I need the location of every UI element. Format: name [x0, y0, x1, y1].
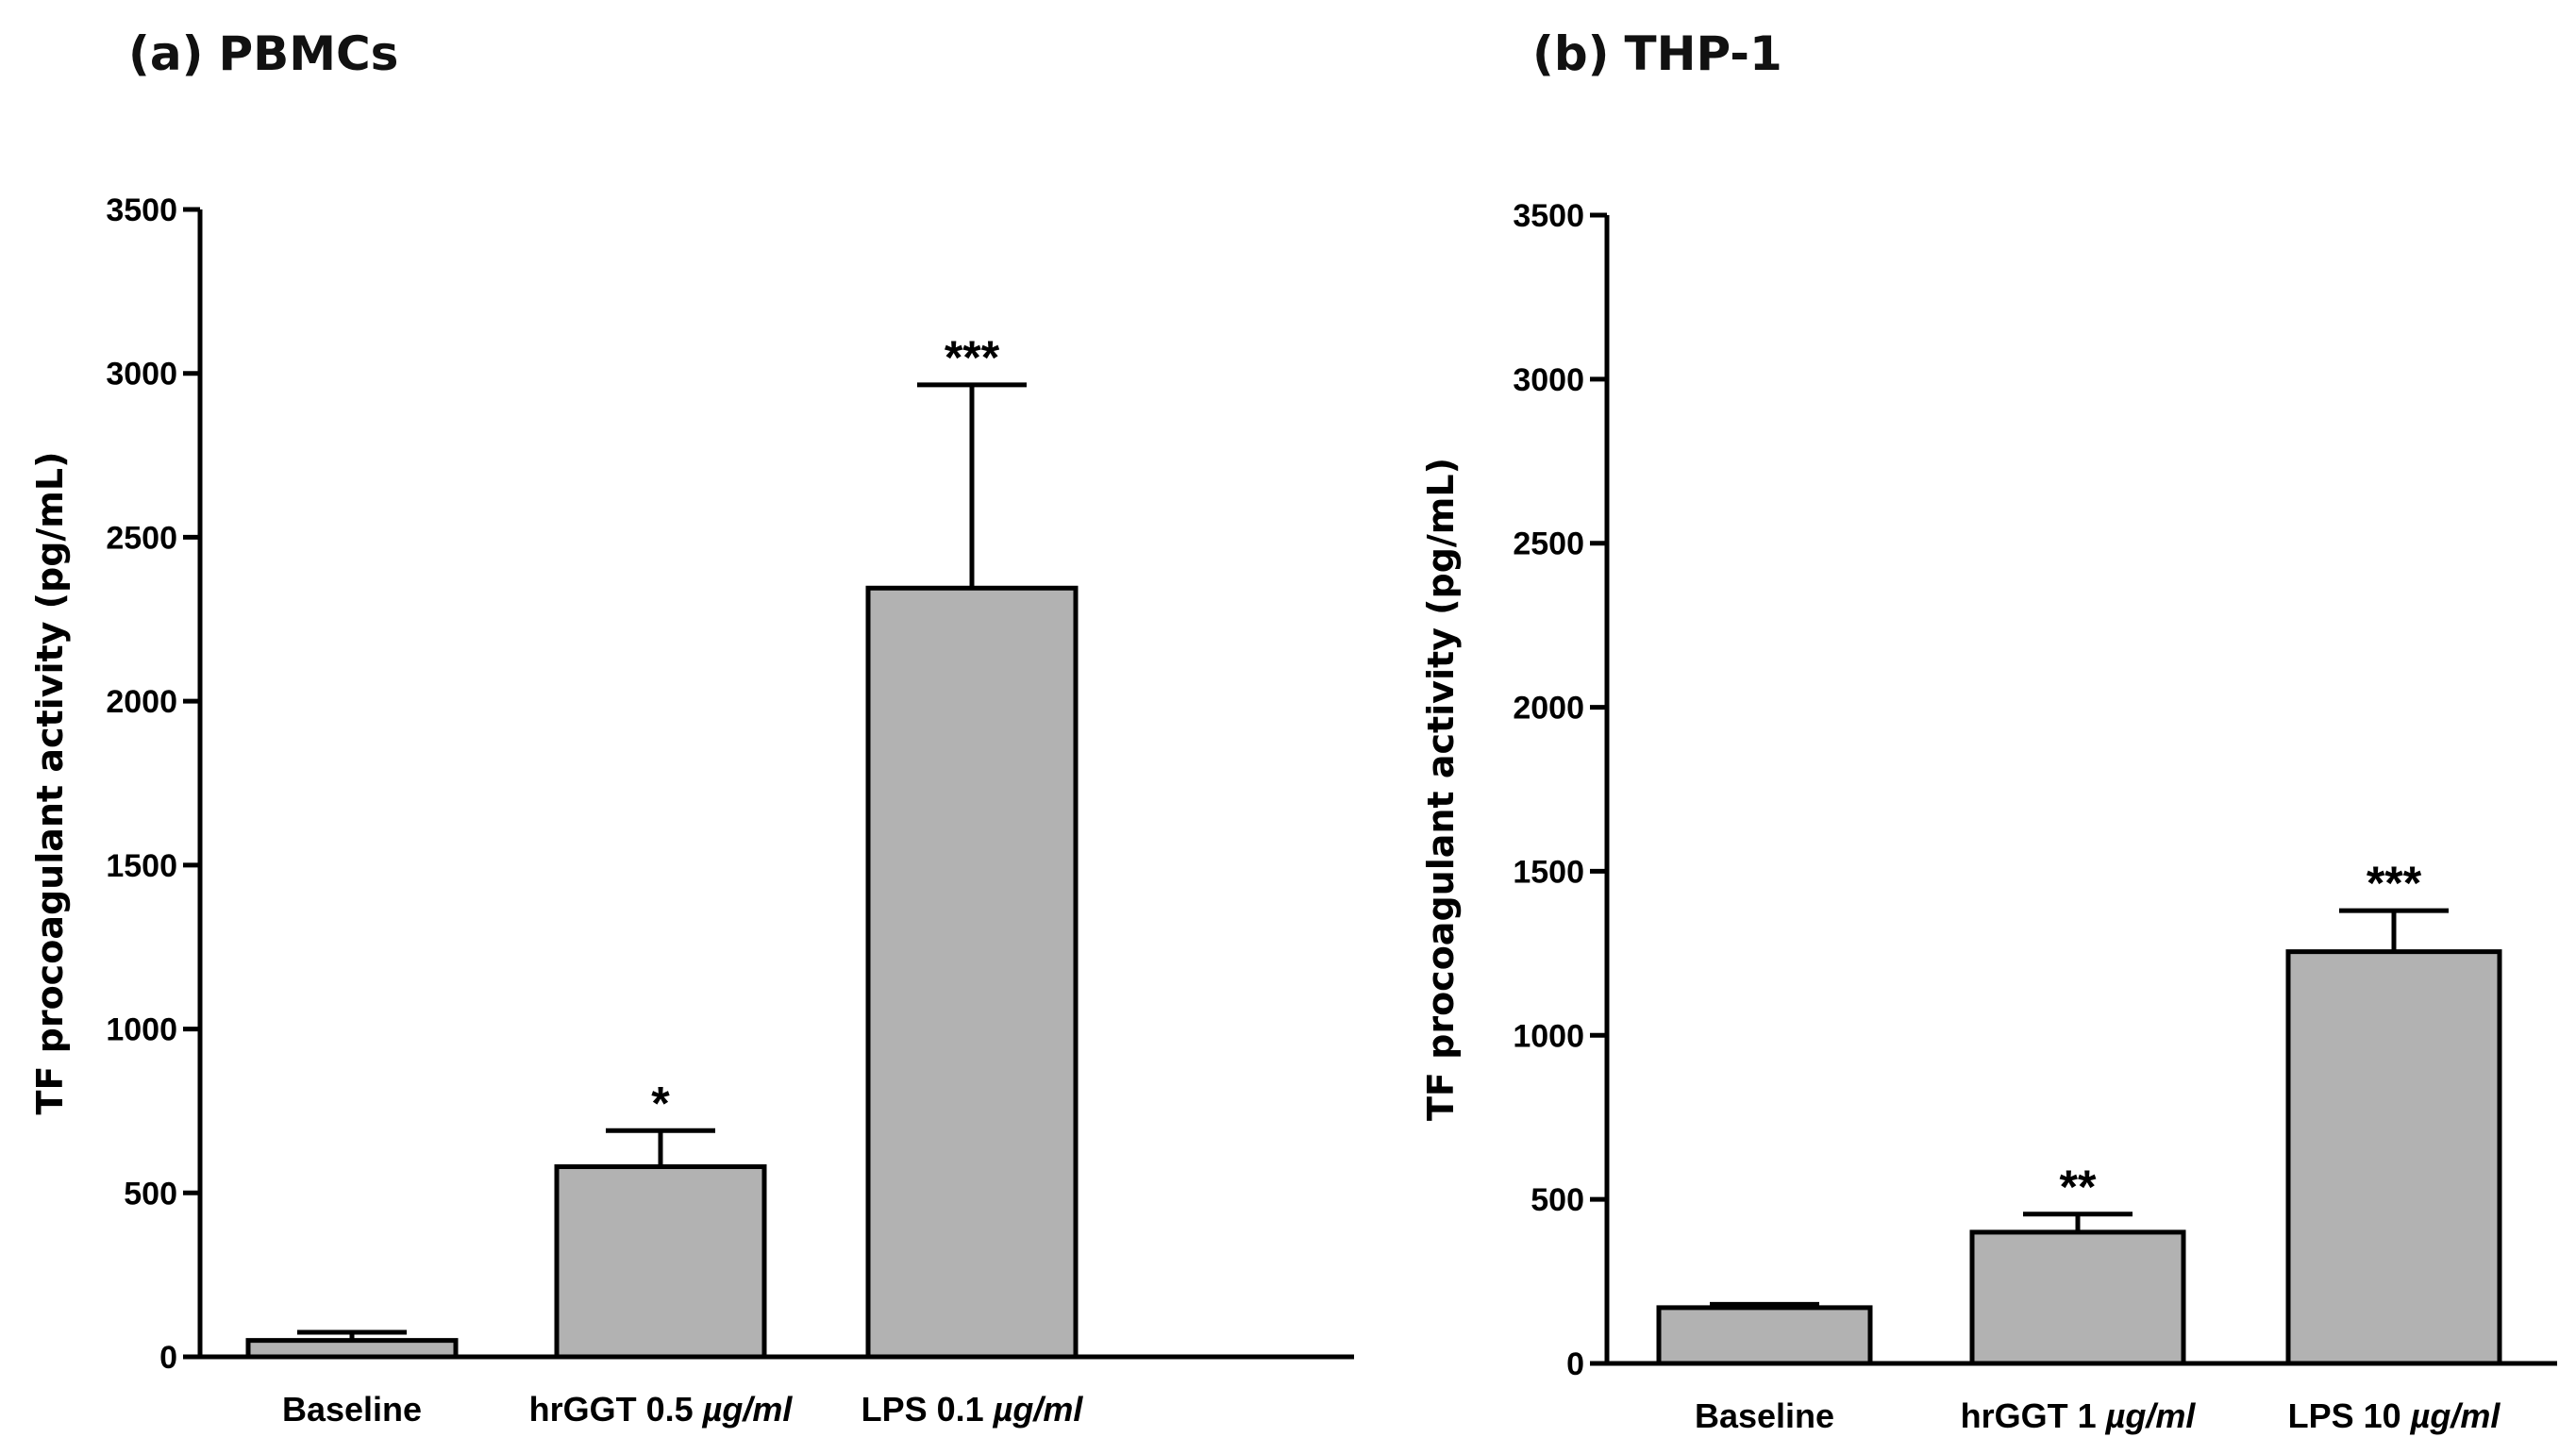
significance-marker: *** — [945, 331, 1000, 384]
y-tick-label: 3000 — [106, 357, 177, 393]
category-unit: µg/ml — [2410, 1396, 2501, 1435]
y-tick-label: 1500 — [1513, 854, 1584, 890]
bar-hrggt-0-5 — [554, 1163, 767, 1360]
chart-panel-a: 0 500 1000 1500 2000 2500 3000 3500 TF procoagul… — [29, 192, 1354, 1429]
significance-marker: *** — [2367, 857, 2422, 910]
y-tick-label: 3500 — [106, 192, 177, 228]
y-tick-label: 500 — [124, 1176, 177, 1212]
y-tick-label: 0 — [1566, 1346, 1584, 1382]
panel-a-title: (a) PBMCs — [128, 26, 398, 81]
x-category-label: LPS 10 µg/ml — [2288, 1396, 2501, 1435]
category-name: Baseline — [282, 1390, 422, 1429]
y-tick-label: 2000 — [106, 684, 177, 720]
x-category-label: LPS 0.1 µg/ml — [861, 1390, 1084, 1429]
x-category-label: Baseline — [1695, 1396, 1834, 1435]
x-category-label: hrGGT 0.5 µg/ml — [529, 1390, 794, 1429]
x-category-label: Baseline — [282, 1390, 422, 1429]
category-unit: µg/ml — [993, 1390, 1084, 1429]
category-name: hrGGT 1 — [1961, 1396, 2106, 1435]
y-tick-label: 2500 — [1513, 526, 1584, 562]
category-unit: µg/ml — [2105, 1396, 2197, 1435]
significance-marker: * — [651, 1077, 670, 1129]
y-tick-label: 1500 — [106, 848, 177, 884]
y-tick-label: 1000 — [1513, 1018, 1584, 1054]
panel-a-letter: (a) — [128, 26, 204, 81]
category-unit: µg/ml — [702, 1390, 794, 1429]
chart-panel-b: 0 500 1000 1500 2000 2500 3000 3500 TF procoagul… — [1420, 198, 2557, 1435]
category-name: Baseline — [1695, 1396, 1834, 1435]
x-category-label: hrGGT 1 µg/ml — [1961, 1396, 2197, 1435]
category-name: hrGGT 0.5 — [529, 1390, 703, 1429]
bar-lps-0-1 — [865, 585, 1079, 1360]
y-tick-label: 2000 — [1513, 691, 1584, 727]
panel-a-name: PBMCs — [218, 26, 399, 81]
y-axis-label: TF procoagulant activity (pg/mL) — [1420, 458, 1462, 1121]
y-tick-label: 3500 — [1513, 198, 1584, 234]
y-tick-label: 500 — [1531, 1182, 1584, 1218]
y-axis-label: TF procoagulant activity (pg/mL) — [29, 452, 71, 1115]
panel-b-letter: (b) — [1532, 26, 1610, 81]
significance-marker: ** — [2060, 1161, 2097, 1213]
bar-baseline — [1656, 1305, 1873, 1366]
panel-b-name: THP-1 — [1624, 26, 1782, 81]
y-tick-label: 1000 — [106, 1012, 177, 1048]
y-tick-label: 0 — [159, 1340, 177, 1376]
panel-b-title: (b) THP-1 — [1532, 26, 1782, 81]
bar-baseline — [245, 1338, 459, 1360]
y-tick-label: 2500 — [106, 520, 177, 556]
y-tick-label: 3000 — [1513, 362, 1584, 398]
bar-hrggt-1 — [1969, 1229, 2186, 1366]
bar-lps-10 — [2285, 949, 2502, 1366]
category-name: LPS 0.1 — [861, 1390, 994, 1429]
category-name: LPS 10 — [2288, 1396, 2411, 1435]
